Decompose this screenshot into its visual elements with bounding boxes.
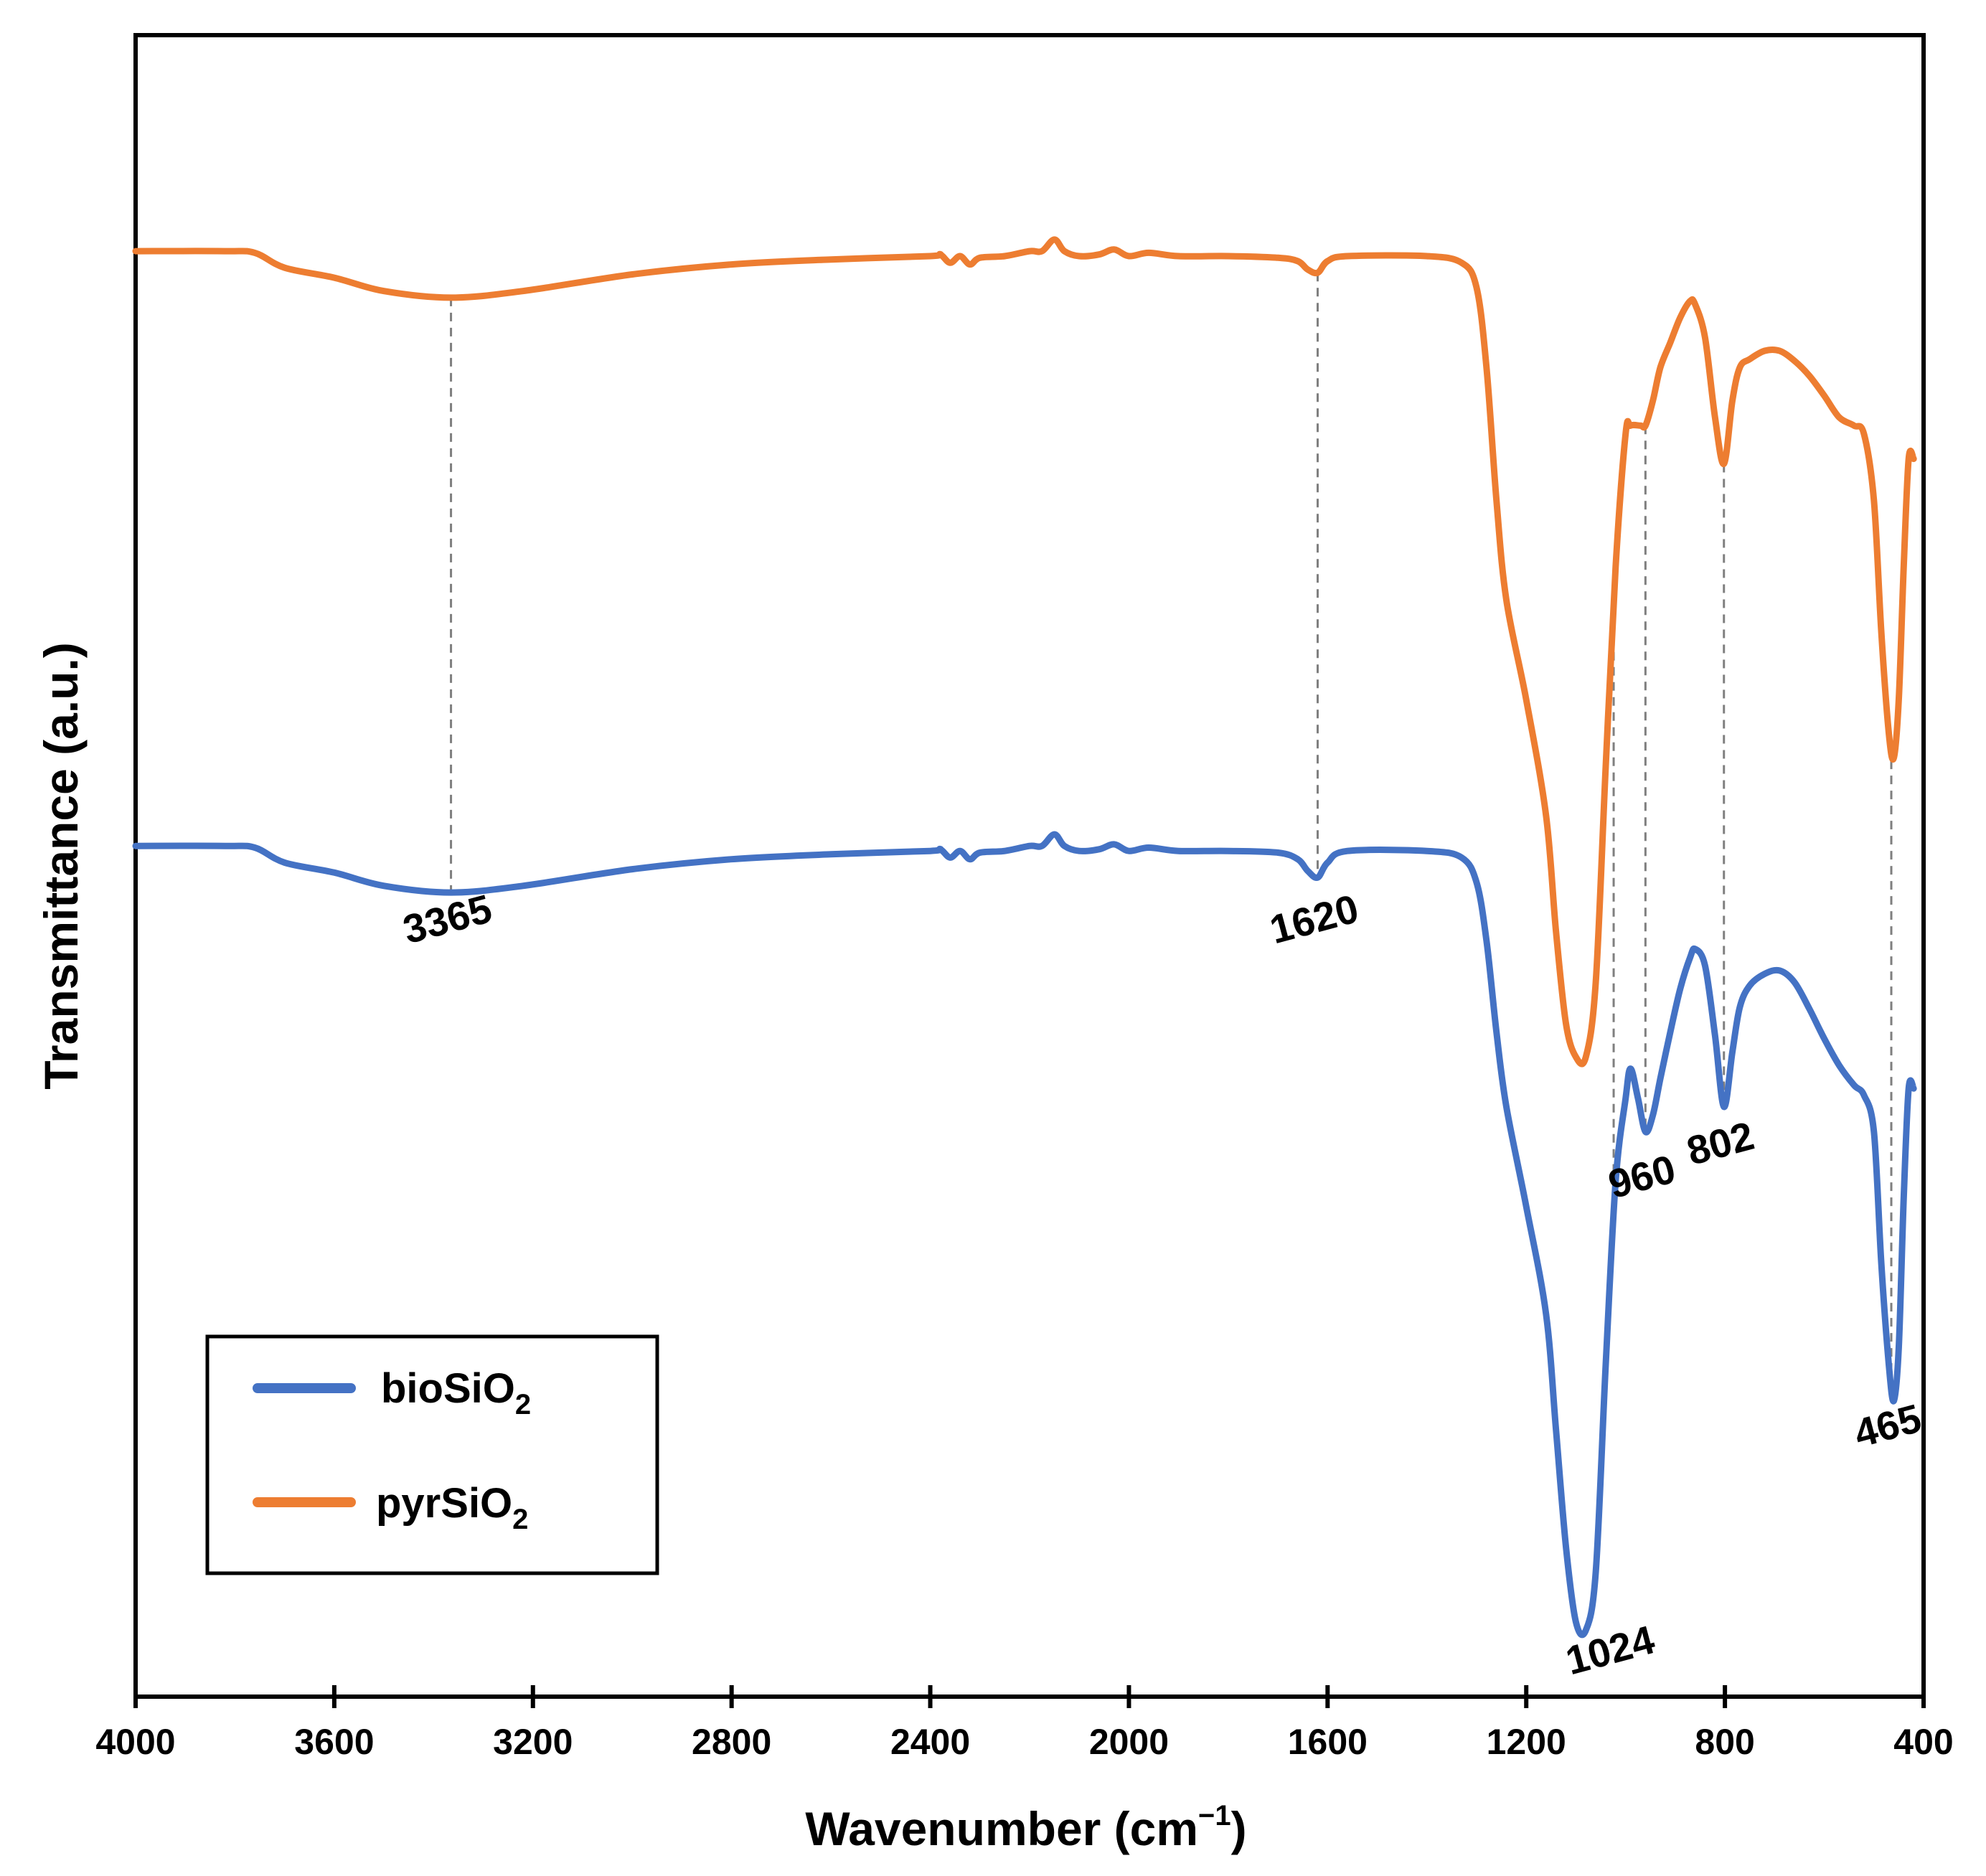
legend-label-biosio2-sub: 2 bbox=[515, 1389, 531, 1420]
peak-label-3365: 3365 bbox=[398, 885, 496, 952]
x-tick-label-3600: 3600 bbox=[294, 1722, 374, 1762]
x-axis-title-sup: −1 bbox=[1198, 1800, 1231, 1832]
legend-label-biosio2: bioSiO2 bbox=[381, 1365, 531, 1420]
series-line-biosio2 bbox=[132, 831, 1917, 1639]
x-tick-label-2400: 2400 bbox=[890, 1722, 970, 1762]
y-axis-title: Transmittance (a.u.) bbox=[34, 642, 88, 1090]
x-tick-label-1200: 1200 bbox=[1487, 1722, 1566, 1762]
legend: bioSiO2 pyrSiO2 bbox=[205, 1334, 659, 1575]
x-tick-label-1600: 1600 bbox=[1288, 1722, 1368, 1762]
x-tick-label-400: 400 bbox=[1893, 1722, 1953, 1762]
x-axis-ticks: 4000 3600 3200 2800 2400 2000 1600 1200 800 400 bbox=[95, 1685, 1954, 1762]
plot-frame bbox=[133, 33, 1926, 1699]
legend-box bbox=[205, 1334, 659, 1575]
x-axis-title: Wavenumber (cm−1) bbox=[805, 1800, 1246, 1855]
legend-label-biosio2-name: bioSiO bbox=[381, 1365, 515, 1412]
series-line-pyrsio2 bbox=[132, 236, 1917, 1067]
peak-label-1620: 1620 bbox=[1265, 885, 1363, 952]
x-tick-label-3200: 3200 bbox=[493, 1722, 573, 1762]
x-tick-label-2000: 2000 bbox=[1089, 1722, 1169, 1762]
legend-label-pyrsio2: pyrSiO2 bbox=[376, 1480, 528, 1535]
x-tick-label-2800: 2800 bbox=[692, 1722, 771, 1762]
peak-label-802: 802 bbox=[1682, 1113, 1759, 1174]
x-tick-label-4000: 4000 bbox=[95, 1722, 175, 1762]
x-axis-title-main: Wavenumber (cm bbox=[805, 1802, 1198, 1855]
x-axis-title-close: ) bbox=[1231, 1802, 1247, 1855]
legend-label-pyrsio2-sub: 2 bbox=[512, 1504, 528, 1535]
guide-lines bbox=[450, 273, 1893, 1383]
x-tick-label-800: 800 bbox=[1695, 1722, 1754, 1762]
peak-label-465: 465 bbox=[1850, 1395, 1926, 1456]
legend-label-pyrsio2-name: pyrSiO bbox=[376, 1480, 512, 1527]
series-layer bbox=[132, 236, 1917, 1639]
